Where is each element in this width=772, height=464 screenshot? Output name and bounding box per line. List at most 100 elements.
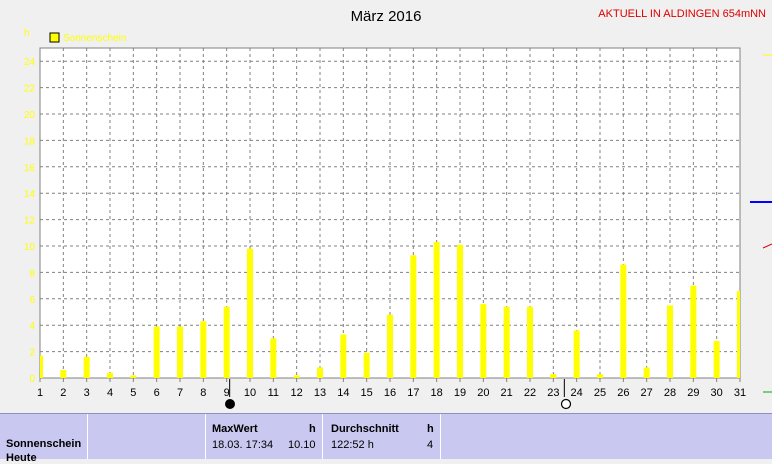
bar-day-22	[527, 306, 533, 378]
y-tick-label: 8	[29, 268, 35, 279]
stats-empty-cell	[88, 414, 206, 459]
stats-avg-cell: Durchschnitt h 122:52 h 4	[323, 414, 441, 459]
x-tick-label: 5	[130, 387, 136, 399]
bars	[40, 242, 740, 378]
x-tick-label: 26	[617, 387, 629, 399]
bar-day-30	[713, 341, 720, 378]
bar-day-4	[107, 372, 113, 378]
x-tick-label: 8	[200, 387, 206, 399]
x-tick-label: 12	[291, 387, 303, 399]
x-tick-label: 18	[431, 387, 443, 399]
x-tick-label: 27	[641, 387, 653, 399]
bar-day-25	[597, 374, 603, 378]
bar-day-26	[620, 264, 627, 378]
station-label: AKTUELL IN ALDINGEN 654mNN	[598, 8, 766, 20]
bar-day-11	[270, 338, 277, 378]
x-tick-label: 16	[384, 387, 396, 399]
bar-day-3	[83, 356, 90, 378]
avg-total: 122:52 h	[331, 439, 374, 451]
bar-day-14	[340, 334, 347, 378]
bar-day-6	[153, 326, 160, 378]
y-tick-label: 14	[24, 189, 36, 200]
row-label: Sonnenschein	[6, 438, 82, 450]
row-label-2: Heute	[6, 452, 37, 464]
bar-day-21	[503, 306, 510, 378]
bar-day-13	[317, 367, 323, 378]
bar-day-5	[130, 375, 137, 378]
y-tick-label: 20	[24, 110, 36, 121]
stats-max-cell: MaxWert h 18.03. 17:34 10.10	[206, 414, 323, 459]
x-tick-label: 30	[711, 387, 723, 399]
x-tick-label: 29	[687, 387, 699, 399]
x-tick-label: 14	[337, 387, 349, 399]
x-tick-label: 22	[524, 387, 536, 399]
x-tick-label: 6	[154, 387, 160, 399]
y-unit-label: h	[24, 28, 30, 39]
x-tick-label: 31	[734, 387, 746, 399]
stats-panel: Sonnenschein Heute MaxWert h 18.03. 17:3…	[0, 413, 772, 464]
avg-unit: h	[427, 423, 434, 435]
bar-day-15	[363, 352, 370, 378]
x-tick-label: 25	[594, 387, 606, 399]
x-tick-label: 7	[177, 387, 183, 399]
max-value: 10.10	[288, 439, 316, 451]
x-tick-label: 11	[268, 387, 279, 399]
x-tick-label: 2	[60, 387, 66, 399]
bar-day-7	[177, 326, 183, 378]
bar-day-20	[480, 304, 487, 378]
legend-swatch	[49, 32, 60, 43]
max-date: 18.03. 17:34	[212, 439, 274, 451]
y-tick-label: 2	[29, 348, 35, 359]
x-tick-label: 19	[454, 387, 466, 399]
y-tick-label: 4	[29, 321, 35, 332]
max-unit: h	[309, 423, 316, 435]
bar-day-8	[200, 321, 207, 378]
bar-day-29	[690, 285, 697, 378]
new-moon-icon	[560, 398, 572, 410]
bar-day-16	[387, 314, 393, 378]
x-tick-labels: 1 2 3 4 5 6 7 8 9 10 11 12 13 14 15 16 17 18 19 20 21 22 23 24 2…	[37, 378, 746, 399]
stats-rest-cell	[441, 414, 763, 459]
bar-day-12	[293, 375, 300, 378]
y-tick-label: 16	[24, 163, 36, 174]
y-tick-label: 12	[24, 216, 36, 227]
bar-day-2	[60, 370, 67, 378]
right-edge-markers	[750, 54, 772, 393]
x-tick-label: 3	[84, 387, 90, 399]
bar-day-31	[737, 290, 740, 378]
x-tick-label: 1	[37, 387, 43, 399]
x-tick-label: 9	[224, 387, 230, 399]
y-tick-label: 10	[24, 242, 36, 253]
x-tick-label: 23	[547, 387, 559, 399]
stats-label-cell: Sonnenschein Heute	[0, 414, 88, 464]
avg-header: Durchschnitt	[331, 423, 399, 435]
x-tick-label: 10	[244, 387, 256, 399]
bar-day-18	[433, 242, 440, 378]
x-tick-label: 24	[571, 387, 583, 399]
bar-day-19	[457, 244, 463, 378]
y-tick-label: 24	[24, 57, 36, 68]
chart-title: März 2016	[351, 8, 422, 25]
y-tick-label: 0	[29, 374, 35, 385]
max-header: MaxWert	[212, 423, 258, 435]
avg-count: 4	[427, 439, 434, 451]
full-moon-icon	[225, 399, 235, 409]
bar-day-9	[223, 306, 230, 378]
x-tick-label: 21	[501, 387, 513, 399]
x-tick-label: 13	[314, 387, 326, 399]
legend-label: Sonnenschein	[63, 33, 126, 44]
bar-day-17	[410, 255, 417, 378]
x-tick-label: 20	[477, 387, 489, 399]
x-tick-label: 4	[107, 387, 113, 399]
bar-day-1	[40, 355, 43, 378]
y-tick-label: 22	[24, 84, 36, 95]
bar-day-23	[550, 374, 557, 378]
bar-day-24	[573, 330, 580, 378]
y-tick-label: 18	[24, 136, 36, 147]
bar-day-27	[643, 367, 650, 378]
x-tick-label: 28	[664, 387, 676, 399]
x-tick-label: 15	[361, 387, 373, 399]
bar-day-28	[667, 305, 673, 378]
